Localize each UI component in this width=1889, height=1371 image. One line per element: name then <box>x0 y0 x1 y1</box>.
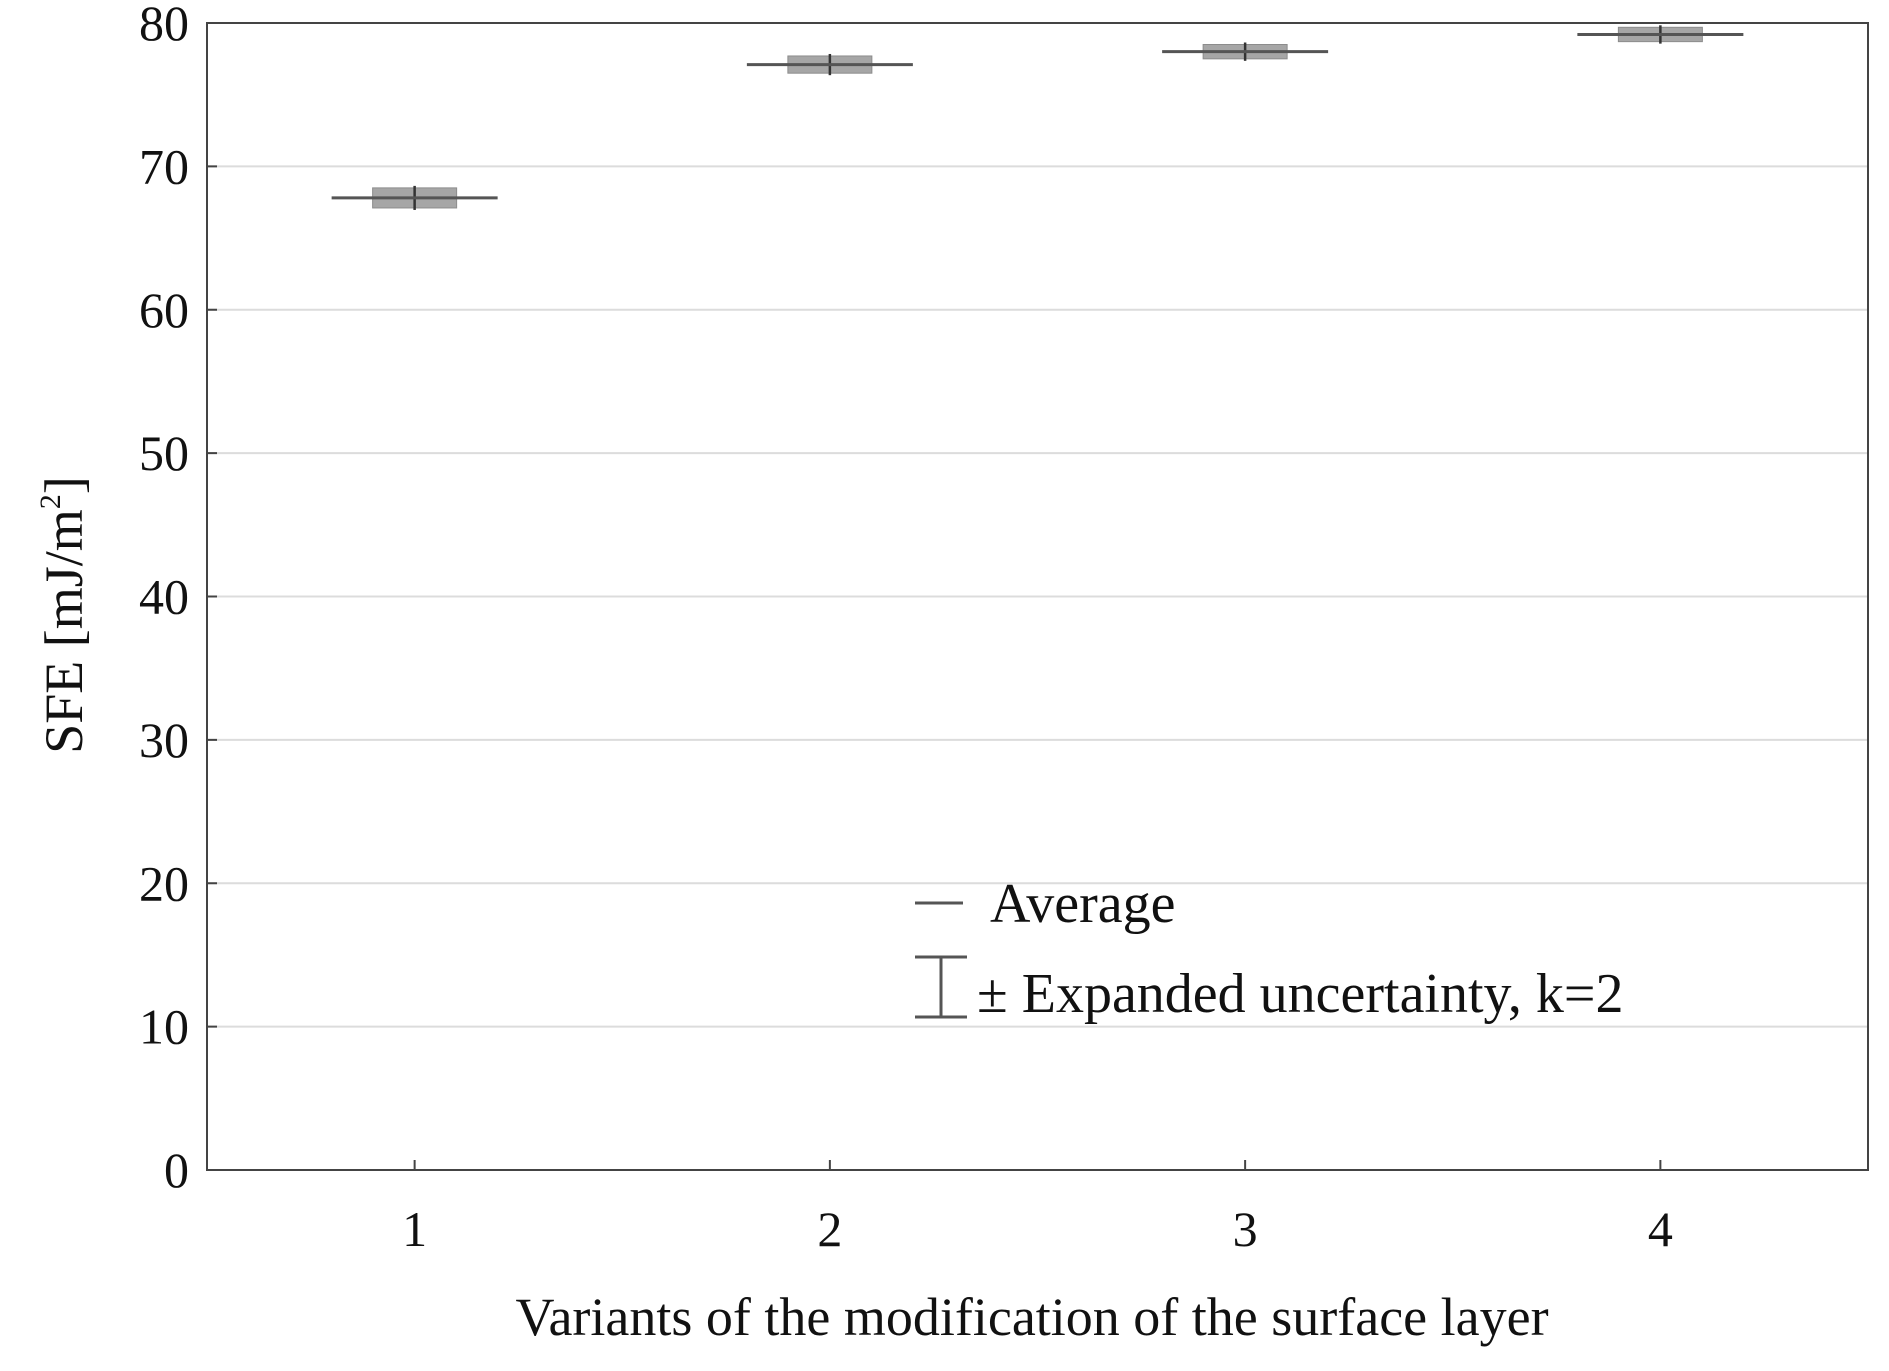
x-tick-label: 2 <box>817 1201 842 1257</box>
y-tick-label: 70 <box>139 138 189 194</box>
x-tick-label: 1 <box>402 1201 427 1257</box>
y-axis-label-superscript: 2 <box>34 494 67 509</box>
y-tick-label: 50 <box>139 425 189 481</box>
legend: Average ± Expanded uncertainty, k=2 <box>915 873 1624 1025</box>
y-axis-ticks: 0 10 20 30 40 50 60 70 80 <box>139 0 217 1198</box>
legend-uncertainty-swatch <box>915 955 967 1019</box>
legend-uncertainty-label: ± Expanded uncertainty, k=2 <box>977 963 1624 1025</box>
legend-average-label: Average <box>990 873 1176 935</box>
x-tick-label: 4 <box>1648 1201 1673 1257</box>
x-tick-label: 3 <box>1233 1201 1258 1257</box>
y-tick-label: 30 <box>139 712 189 768</box>
y-tick-label: 80 <box>139 0 189 51</box>
x-axis-label: Variants of the modification of the surf… <box>515 1287 1548 1347</box>
y-axis-label-main: SFE [mJ/m <box>34 509 94 754</box>
grid-lines <box>207 165 1868 1028</box>
data-marks <box>331 25 1744 210</box>
y-axis-label-close: ] <box>34 476 94 494</box>
y-tick-label: 60 <box>139 282 189 338</box>
y-tick-label: 20 <box>139 855 189 911</box>
y-tick-label: 10 <box>139 999 189 1055</box>
y-tick-label: 0 <box>164 1142 189 1198</box>
x-axis-ticks: 1 2 3 4 <box>402 1160 1673 1257</box>
y-tick-label: 40 <box>139 569 189 625</box>
y-axis-label: SFE [mJ/m2] <box>34 476 94 754</box>
